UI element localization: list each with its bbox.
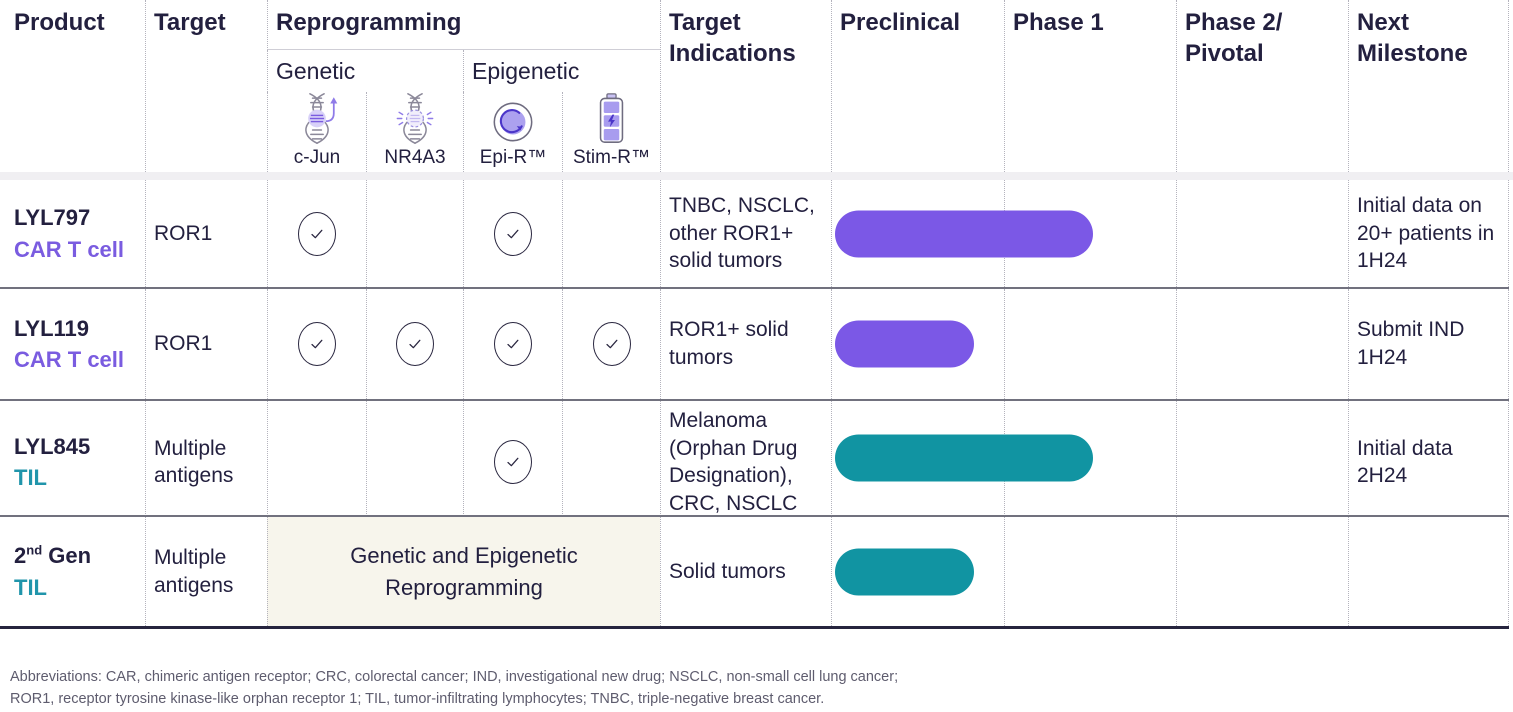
- pipeline-row-2nd-gen-til: 2nd Gen TIL Multiple antigens Genetic an…: [0, 515, 1509, 626]
- col-header-target-indications: Target Indications: [660, 0, 831, 172]
- target-value: Multiple antigens: [145, 517, 267, 626]
- col-header-product: Product: [14, 9, 105, 36]
- mechanism-column-stim-r: Stim-R™: [562, 92, 660, 172]
- phase-1-cell: [1004, 517, 1176, 626]
- checkmark-icon: [494, 322, 532, 366]
- check-stim-r: [562, 401, 660, 524]
- pipeline-row-lyl797: LYL797 CAR T cell ROR1 TNBC, NSCLC, othe…: [0, 180, 1509, 287]
- product-cell: LYL119 CAR T cell: [0, 289, 145, 399]
- product-type: CAR T cell: [14, 236, 125, 262]
- phase-2-cell: [1176, 517, 1348, 626]
- mechanism-column-nr4a3: NR4A3: [366, 92, 463, 172]
- checkmark-icon: [494, 440, 532, 485]
- checkmark-icon: [298, 211, 336, 256]
- col-header-target: Target: [145, 0, 267, 172]
- mechanism-label-c-jun: c-Jun: [293, 147, 341, 168]
- target-value: ROR1: [145, 180, 267, 287]
- mechanism-label-epi-r: Epi-R™: [479, 147, 547, 168]
- indications-value: Melanoma (Orphan Drug Designation), CRC,…: [660, 401, 831, 524]
- footnote-line-2: ROR1, receptor tyrosine kinase-like orph…: [10, 691, 825, 708]
- col-header-phase-2-pivotal: Phase 2/ Pivotal: [1176, 0, 1348, 172]
- indications-value: ROR1+ solid tumors: [660, 289, 831, 399]
- phase-progress-bar: [835, 210, 1093, 257]
- product-type: TIL: [14, 465, 47, 491]
- indications-value: TNBC, NSCLC, other ROR1+ solid tumors: [660, 180, 831, 287]
- col-header-phase-1: Phase 1: [1004, 0, 1176, 172]
- check-epi-r: [463, 180, 562, 287]
- phase-2-cell: [1176, 180, 1348, 287]
- nr4a3-dna-icon: [396, 93, 434, 144]
- check-nr4a3: [366, 289, 463, 399]
- col-header-genetic: Genetic: [267, 50, 463, 92]
- table-bottom-rule: [0, 626, 1509, 629]
- checkmark-icon: [592, 322, 631, 366]
- col-header-next-milestone: Next Milestone: [1348, 0, 1509, 172]
- product-cell: LYL845 TIL: [0, 401, 145, 524]
- product-type: CAR T cell: [14, 347, 125, 372]
- mechanism-label-stim-r: Stim-R™: [572, 147, 651, 168]
- pipeline-row-lyl845: LYL845 TIL Multiple antigens Melanoma (O…: [0, 399, 1509, 524]
- pipeline-table: Product Target Reprogramming Genetic Epi…: [0, 0, 1513, 629]
- milestone-value: Initial data on 20+ patients in 1H24: [1348, 180, 1509, 287]
- mechanism-column-c-jun: c-Jun: [267, 92, 366, 172]
- product-type: TIL: [14, 574, 47, 600]
- mechanism-label-nr4a3: NR4A3: [384, 147, 446, 168]
- preclinical-cell: [831, 180, 1004, 287]
- phase-2-cell: [1176, 289, 1348, 399]
- checkmark-icon: [396, 322, 434, 366]
- col-header-preclinical: Preclinical: [831, 0, 1004, 172]
- product-cell: LYL797 CAR T cell: [0, 180, 145, 287]
- checkmark-icon: [494, 211, 532, 256]
- reprogramming-note-cell: Genetic and Epigenetic Reprogramming: [267, 517, 660, 626]
- check-c-jun: [267, 289, 366, 399]
- checkmark-icon: [298, 322, 336, 366]
- abbreviations-footnote: Abbreviations: CAR, chimeric antigen rec…: [10, 666, 1513, 711]
- phase-2-cell: [1176, 401, 1348, 524]
- c-jun-dna-icon: [305, 93, 338, 144]
- preclinical-cell: [831, 517, 1004, 626]
- product-name: LYL797: [14, 205, 91, 231]
- milestone-value: [1348, 517, 1509, 626]
- product-name: 2nd Gen: [14, 543, 92, 569]
- product-name: LYL119: [14, 315, 90, 341]
- check-nr4a3: [366, 401, 463, 524]
- target-value: Multiple antigens: [145, 401, 267, 524]
- pipeline-row-lyl119: LYL119 CAR T cell ROR1 ROR1+ solid tumor…: [0, 287, 1509, 399]
- col-header-epigenetic: Epigenetic: [463, 50, 660, 92]
- phase-progress-bar: [835, 434, 1093, 482]
- check-c-jun: [267, 401, 366, 524]
- check-c-jun: [267, 180, 366, 287]
- target-value: ROR1: [145, 289, 267, 399]
- product-name: LYL845: [14, 434, 91, 460]
- phase-progress-bar: [835, 548, 974, 595]
- indications-value: Solid tumors: [660, 517, 831, 626]
- check-epi-r: [463, 289, 562, 399]
- preclinical-cell: [831, 401, 1004, 524]
- check-stim-r: [562, 289, 660, 399]
- col-header-reprogramming: Reprogramming: [267, 0, 660, 50]
- footnote-line-1: Abbreviations: CAR, chimeric antigen rec…: [10, 669, 899, 685]
- check-nr4a3: [366, 180, 463, 287]
- preclinical-cell: [831, 289, 1004, 399]
- check-epi-r: [463, 401, 562, 524]
- epi-r-icon: [493, 102, 533, 142]
- mechanism-column-epi-r: Epi-R™: [463, 92, 562, 172]
- product-cell: 2nd Gen TIL: [0, 517, 145, 626]
- table-header: Product Target Reprogramming Genetic Epi…: [0, 0, 1509, 172]
- milestone-value: Submit IND 1H24: [1348, 289, 1509, 399]
- phase-progress-bar: [835, 320, 974, 368]
- header-body-divider: [0, 172, 1513, 180]
- milestone-value: Initial data 2H24: [1348, 401, 1509, 524]
- check-stim-r: [562, 180, 660, 287]
- stim-r-battery-icon: [599, 93, 624, 143]
- phase-1-cell: [1004, 289, 1176, 399]
